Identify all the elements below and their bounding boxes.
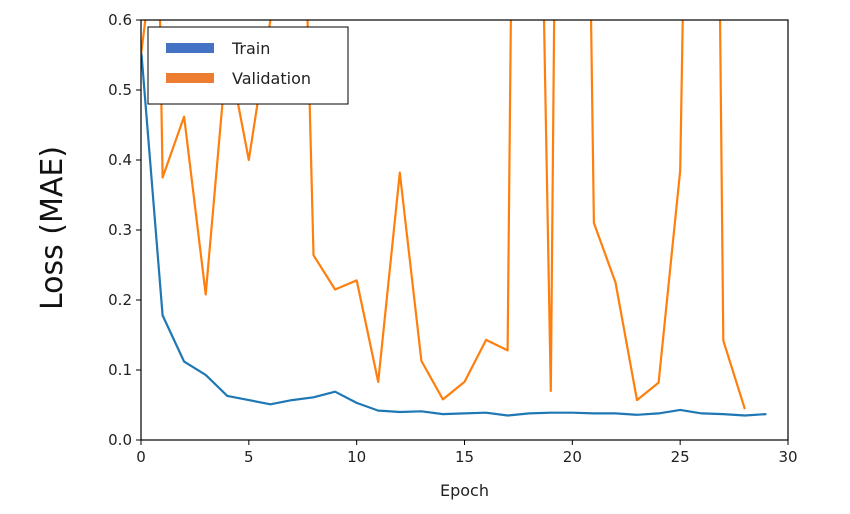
legend: Train Validation [147, 26, 349, 105]
y-tick-label: 0.6 [108, 11, 132, 29]
y-tick-label: 0.3 [108, 221, 132, 239]
x-tick-label: 25 [671, 448, 690, 466]
legend-swatch-train [166, 43, 214, 53]
x-tick-label: 10 [347, 448, 366, 466]
legend-label-train: Train [231, 39, 270, 58]
y-tick-label: 0.0 [108, 431, 132, 449]
x-tick-label: 5 [244, 448, 254, 466]
x-axis-title: Epoch [440, 481, 489, 500]
x-tick-label: 15 [455, 448, 474, 466]
y-axis-ticks: 0.0 0.1 0.2 0.3 0.4 0.5 0.6 [108, 11, 141, 449]
y-tick-label: 0.1 [108, 361, 132, 379]
y-tick-label: 0.4 [108, 151, 132, 169]
x-tick-label: 0 [136, 448, 146, 466]
x-tick-label: 20 [563, 448, 582, 466]
y-tick-label: 0.5 [108, 81, 132, 99]
y-axis-title: Loss (MAE) [35, 146, 70, 310]
legend-label-validation: Validation [232, 69, 311, 88]
legend-box [147, 26, 349, 105]
x-tick-label: 30 [778, 448, 797, 466]
series-line-train [141, 47, 767, 417]
y-tick-label: 0.2 [108, 291, 132, 309]
x-axis-ticks: 0 5 10 15 20 25 30 [136, 440, 798, 466]
legend-swatch-validation [166, 73, 214, 83]
